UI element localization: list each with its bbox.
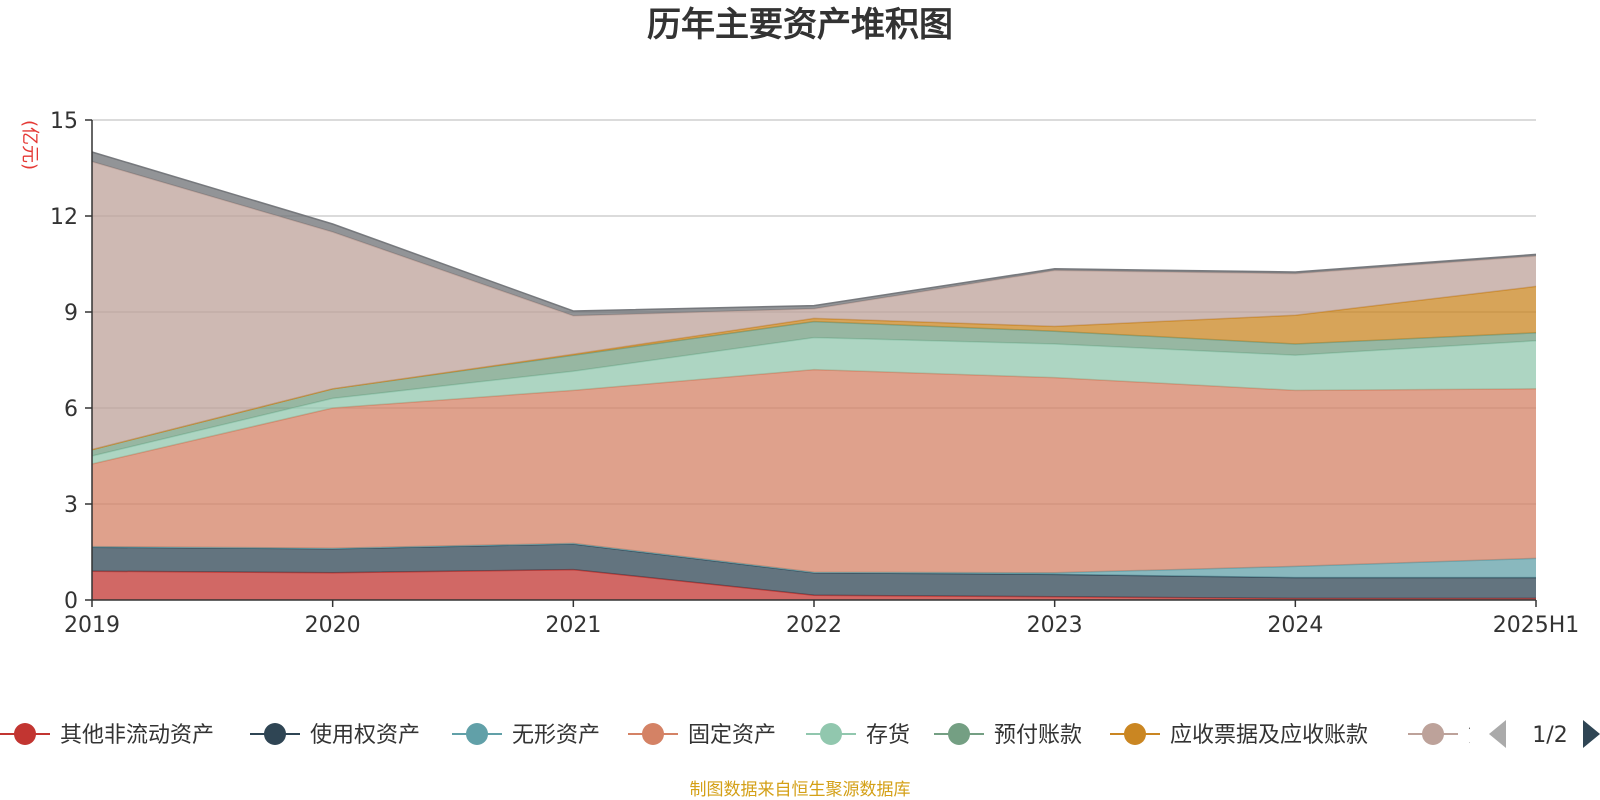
legend-label: 应收票据及应收账款 [1170,723,1368,748]
legend-page-indicator: 1/2 [1532,723,1567,748]
area-series-6 [92,286,1536,450]
legend-marker-icon [466,723,488,745]
legend-marker-icon [820,723,842,745]
area-series-3 [92,369,1536,573]
data-source-note: 制图数据来自恒生聚源数据库 [690,780,911,800]
legend-marker-icon [948,723,970,745]
legend-label: 其他非流动资产 [60,723,214,748]
x-tick-label: 2025H1 [1493,613,1580,638]
legend-item[interactable]: 存货 [806,723,910,748]
series-line-8 [91,151,1537,312]
triangle-right-icon[interactable] [1583,720,1600,748]
y-tick-label: 9 [64,301,78,326]
x-tick-label: 2021 [545,613,601,638]
legend-item[interactable]: 使用权资产 [250,723,420,748]
legend-label: 固定资产 [688,723,776,748]
legend-marker-icon [264,723,286,745]
y-tick-label: 0 [64,589,78,614]
area-series-7 [92,161,1536,450]
legend-marker-icon [14,723,36,745]
legend-item[interactable]: 其他非流动资产 [0,723,214,748]
x-tick-label: 2023 [1027,613,1083,638]
area-series [91,151,1537,600]
y-tick-label: 3 [64,493,78,518]
legend-item[interactable]: 预付账款 [934,723,1082,748]
chart-title: 历年主要资产堆积图 [647,5,953,45]
legend-label: 预付账款 [994,723,1082,748]
area-series-1 [92,544,1536,599]
x-tick-label: 2020 [305,613,361,638]
x-tick-label: 2024 [1267,613,1323,638]
y-tick-label: 6 [64,397,78,422]
area-series-4 [92,337,1536,464]
legend-item[interactable]: 固定资产 [628,723,776,748]
x-tick-label: 2019 [64,613,120,638]
legend-label: 存货 [866,723,910,748]
y-tick-label: 12 [50,205,78,230]
triangle-left-icon[interactable] [1489,720,1506,748]
area-series-0 [92,569,1536,600]
y-tick-label: 15 [50,109,78,134]
legend-label: 使用权资产 [310,723,420,748]
y-axis-unit: (亿元) [19,120,40,170]
legend-marker-icon [1422,723,1444,745]
legend-marker-icon [1124,723,1146,745]
legend-item[interactable]: 无形资产 [452,723,600,748]
legend-marker-icon [642,723,664,745]
area-series-5 [92,321,1536,456]
area-series-2 [92,543,1536,578]
axes: 0 3 6 9 12 15 2019 2020 2021 2022 2023 2024 2025H1 [50,109,1579,638]
x-tick-label: 2022 [786,613,842,638]
legend-label: 无形资产 [512,723,600,748]
legend: 其他非流动资产使用权资产无形资产固定资产存货预付账款应收票据及应收账款货1/2 [0,714,1600,754]
legend-item[interactable]: 应收票据及应收账款 [1110,723,1368,748]
